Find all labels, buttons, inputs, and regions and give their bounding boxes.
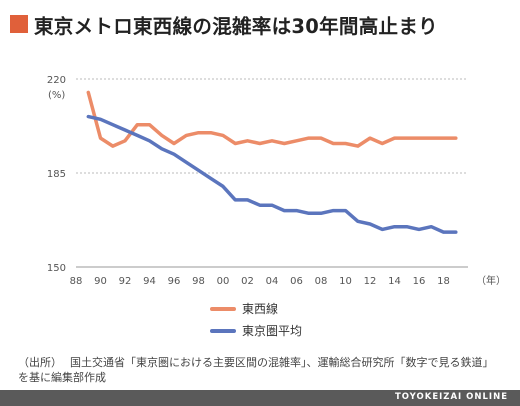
x-tick-label: 94 [143, 276, 156, 287]
footer-brand: TOYOKEIZAI ONLINE [394, 392, 508, 402]
x-tick-label: 88 [70, 276, 83, 287]
source-label: （出所） [18, 356, 62, 369]
y-tick-label: 220 [47, 75, 66, 86]
x-tick-label: 02 [241, 276, 254, 287]
x-tick-label: 18 [437, 276, 450, 287]
x-tick-label: 08 [315, 276, 328, 287]
x-tick-label: 04 [266, 276, 279, 287]
y-tick-label: 150 [47, 263, 66, 274]
footer-bar: TOYOKEIZAI ONLINE [0, 390, 520, 406]
x-axis-ticks: 88 90 92 94 96 98 00 02 04 06 08 10 12 14 16 18 [70, 276, 450, 287]
series-line-tokyo-average [86, 114, 458, 234]
series-line-tozai [86, 90, 458, 148]
legend-label-tozai: 東西線 [242, 301, 278, 316]
y-axis-unit: (%) [48, 90, 65, 101]
x-tick-label: 96 [168, 276, 181, 287]
x-tick-label: 10 [339, 276, 352, 287]
chart-series [86, 90, 458, 234]
y-axis-ticks: 150 185 220 [47, 75, 66, 274]
y-tick-label: 185 [47, 169, 66, 180]
x-axis-unit: （年） [476, 274, 506, 287]
title-marker-square [10, 15, 28, 33]
x-tick-label: 14 [388, 276, 401, 287]
source-note: （出所） 国土交通省「東京圏における主要区間の混雑率」、運輸総合研究所「数字で見る… [18, 355, 488, 385]
chart-title: 東京メトロ東西線の混雑率は30年間高止まり [34, 14, 438, 38]
x-tick-label: 92 [119, 276, 132, 287]
chart-grid [76, 78, 468, 268]
x-tick-label: 98 [192, 276, 205, 287]
x-tick-label: 90 [94, 276, 107, 287]
legend-label-tokyo-average: 東京圏平均 [242, 324, 302, 338]
chart-title-bar: 東京メトロ東西線の混雑率は30年間高止まり [10, 9, 438, 39]
x-tick-label: 00 [217, 276, 230, 287]
x-tick-label: 16 [413, 276, 426, 287]
line-chart: 150 185 220 (%) 88 90 92 94 96 98 00 02 04 06 08 10 12… [47, 75, 506, 338]
x-tick-label: 12 [364, 276, 377, 287]
chart-legend: 東西線 東京圏平均 [210, 301, 302, 338]
x-tick-label: 06 [290, 276, 303, 287]
source-text: 国土交通省「東京圏における主要区間の混雑率」、運輸総合研究所「数字で見る鉄道」を… [18, 356, 488, 384]
